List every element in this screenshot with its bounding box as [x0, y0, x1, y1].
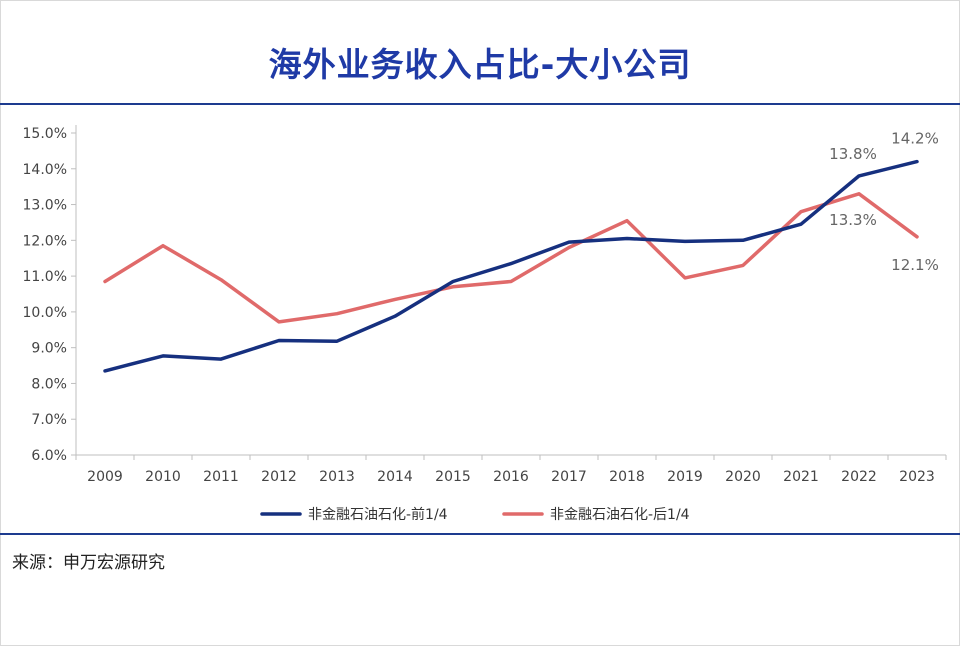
series-line-1: [103, 159, 919, 373]
y-tick-label: 8.0%: [31, 376, 67, 392]
x-tick-label: 2015: [435, 469, 471, 485]
legend-label-1: 非金融石油石化-前1/4: [308, 506, 448, 523]
x-tick-label: 2022: [841, 469, 877, 485]
y-tick-label: 10.0%: [23, 305, 67, 321]
x-tick-label: 2014: [377, 469, 413, 485]
line-chart: 6.0% 7.0% 8.0% 9.0% 10.0% 11.0% 12.0% 13.0% 14.0…: [23, 125, 947, 523]
data-label: 12.1%: [891, 256, 939, 274]
data-label: 14.2%: [891, 130, 939, 148]
x-tick-label: 2019: [667, 469, 703, 485]
y-tick-label: 9.0%: [31, 341, 67, 357]
y-tick-label: 7.0%: [31, 412, 67, 428]
source-note: 来源：申万宏源研究: [12, 553, 165, 573]
y-tick-label: 13.0%: [23, 198, 67, 214]
y-tick-label: 14.0%: [23, 162, 67, 178]
x-tick-label: 2017: [551, 469, 587, 485]
x-tick-label: 2012: [261, 469, 297, 485]
x-tick-label: 2018: [609, 469, 645, 485]
y-tick-label: 11.0%: [23, 269, 67, 285]
title-divider: [0, 103, 960, 105]
data-label: 13.8%: [829, 145, 877, 163]
series-line-2: [103, 192, 919, 324]
chart-title: 海外业务收入占比-大小公司: [268, 45, 692, 84]
x-tick-label: 2021: [783, 469, 819, 485]
x-tick-label: 2020: [725, 469, 761, 485]
x-tick-label: 2010: [145, 469, 181, 485]
x-tick-label: 2009: [87, 469, 123, 485]
y-tick-label: 12.0%: [23, 233, 67, 249]
y-tick-label: 6.0%: [31, 448, 67, 464]
x-tick-label: 2011: [203, 469, 239, 485]
source-divider: [0, 533, 960, 535]
x-tick-label: 2016: [493, 469, 529, 485]
x-tick-label: 2013: [319, 469, 355, 485]
data-label: 13.3%: [829, 211, 877, 229]
y-tick-label: 15.0%: [23, 126, 67, 142]
legend-label-2: 非金融石油石化-后1/4: [550, 507, 690, 523]
x-tick-label: 2023: [899, 469, 935, 485]
